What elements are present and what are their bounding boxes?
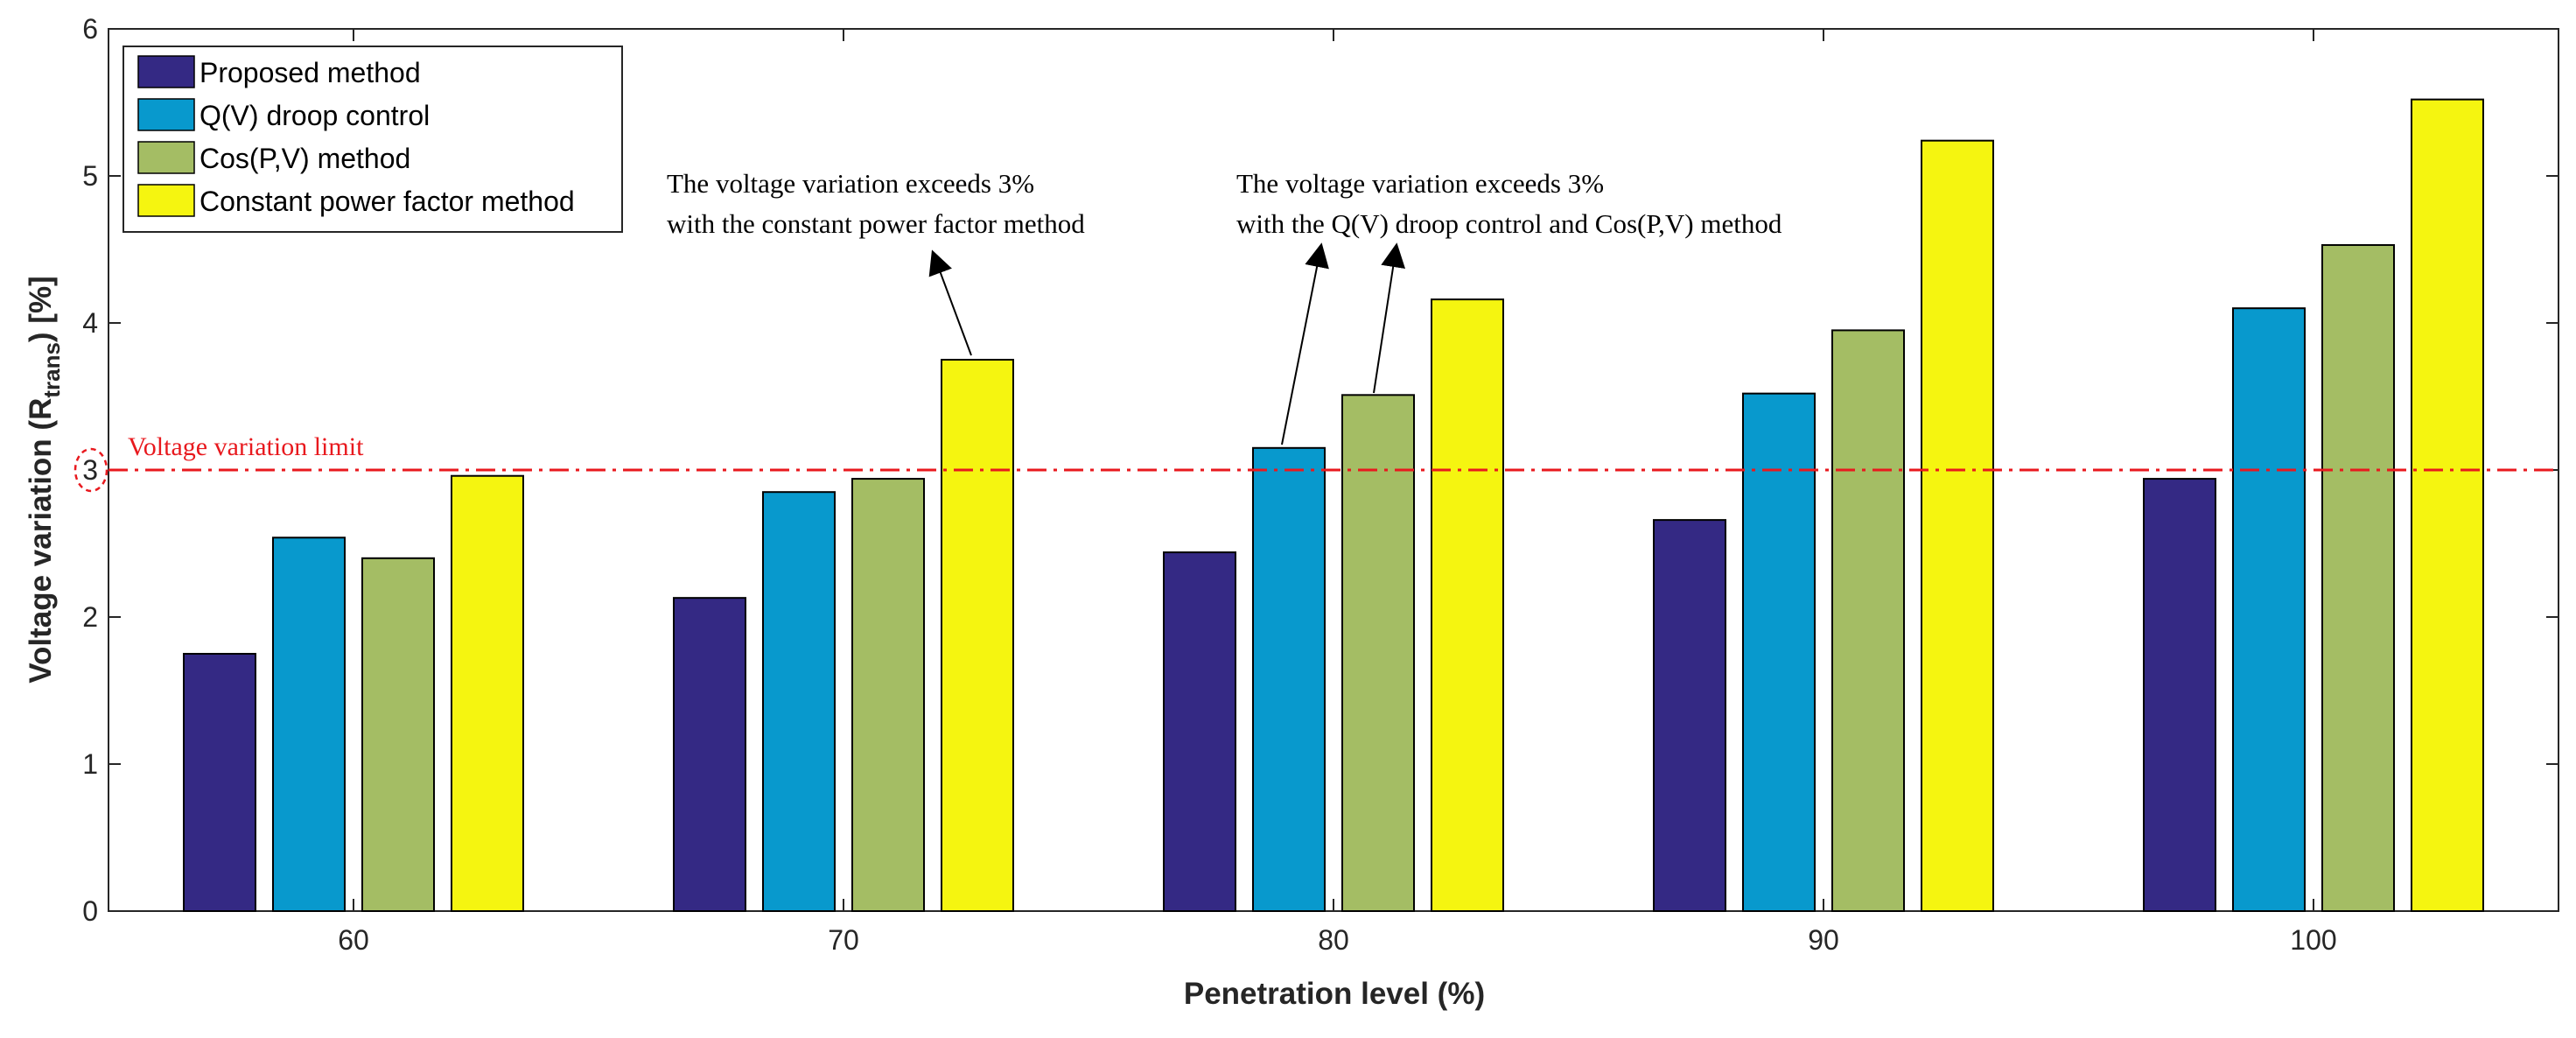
legend-box (122, 46, 623, 233)
y-tick-label: 0 (82, 895, 98, 927)
limit-line-label: Voltage variation limit (128, 432, 364, 461)
bar-cos-p-v-method-70 (851, 478, 925, 913)
legend-label: Cos(P,V) method (200, 143, 410, 174)
bar-q-v-droop-control-60 (272, 537, 346, 913)
bar-proposed-method-70 (673, 597, 746, 912)
limit-highlight-circle (74, 447, 108, 493)
x-tick-label: 70 (828, 924, 859, 956)
x-axis: 60 70 80 90 100 (338, 29, 2337, 956)
legend-swatch (137, 98, 195, 131)
bar-proposed-method-90 (1653, 519, 1726, 912)
legend-label: Proposed method (200, 57, 421, 88)
bars-group (183, 98, 2484, 913)
bar-cos-p-v-method-80 (1341, 394, 1415, 912)
y-axis-label-suffix: ) [%] (24, 276, 58, 342)
x-tick-label: 60 (338, 924, 369, 956)
annotation-1-line-1: The voltage variation exceeds 3% (667, 168, 1034, 199)
bar-q-v-droop-control-80 (1252, 446, 1326, 912)
y-tick-label: 4 (82, 307, 98, 339)
y-tick-label: 2 (82, 601, 98, 633)
annotation-constant-pf: The voltage variation exceeds 3% with th… (667, 168, 1085, 356)
y-tick-label: 6 (82, 13, 98, 45)
legend-swatch (137, 141, 195, 174)
bar-cos-p-v-method-60 (361, 557, 435, 912)
bar-cos-p-v-method-90 (1831, 329, 1905, 912)
bar-proposed-method-100 (2143, 478, 2216, 913)
annotation-1-line-2: with the constant power factor method (667, 208, 1085, 239)
x-tick-label: 90 (1808, 924, 1839, 956)
y-axis-label-subscript: trans (38, 342, 65, 398)
legend-label: Constant power factor method (200, 186, 575, 217)
y-axis-label: Voltage variation (Rtrans) [%] (24, 276, 65, 683)
legend: Proposed method Q(V) droop control Cos(P,V… (122, 46, 623, 233)
bar-q-v-droop-control-100 (2232, 307, 2306, 912)
bar-q-v-droop-control-90 (1742, 392, 1816, 912)
bar-proposed-method-80 (1163, 551, 1236, 913)
bar-cos-p-v-method-100 (2321, 243, 2395, 912)
legend-swatch (137, 184, 195, 217)
bar-constant-power-factor-method-60 (451, 474, 524, 912)
annotation-qv-cospv: The voltage variation exceeds 3% with th… (1236, 168, 1782, 445)
bar-constant-power-factor-method-70 (941, 359, 1014, 912)
annotation-2-arrow-cospv (1373, 242, 1406, 394)
y-tick-label: 5 (82, 160, 98, 192)
annotation-2-arrow-qv (1281, 242, 1329, 445)
bar-constant-power-factor-method-90 (1921, 139, 1994, 912)
annotation-2-line-2: with the Q(V) droop control and Cos(P,V)… (1236, 208, 1782, 239)
y-axis-label-prefix: Voltage variation (R (24, 398, 58, 684)
y-tick-label: 3 (82, 454, 98, 486)
legend-label: Q(V) droop control (200, 100, 430, 131)
bar-q-v-droop-control-70 (762, 491, 836, 912)
annotation-2-line-1: The voltage variation exceeds 3% (1236, 168, 1604, 199)
bar-constant-power-factor-method-80 (1431, 298, 1504, 912)
y-axis: 0 1 2 3 4 5 6 (82, 13, 2558, 927)
bar-constant-power-factor-method-100 (2411, 98, 2484, 912)
legend-swatch (137, 55, 195, 88)
y-tick-label: 1 (82, 748, 98, 780)
x-tick-label: 80 (1318, 924, 1349, 956)
x-axis-label: Penetration level (%) (1184, 977, 1485, 1011)
annotation-1-arrow (928, 249, 972, 356)
bar-proposed-method-60 (183, 653, 256, 912)
x-tick-label: 100 (2290, 924, 2336, 956)
